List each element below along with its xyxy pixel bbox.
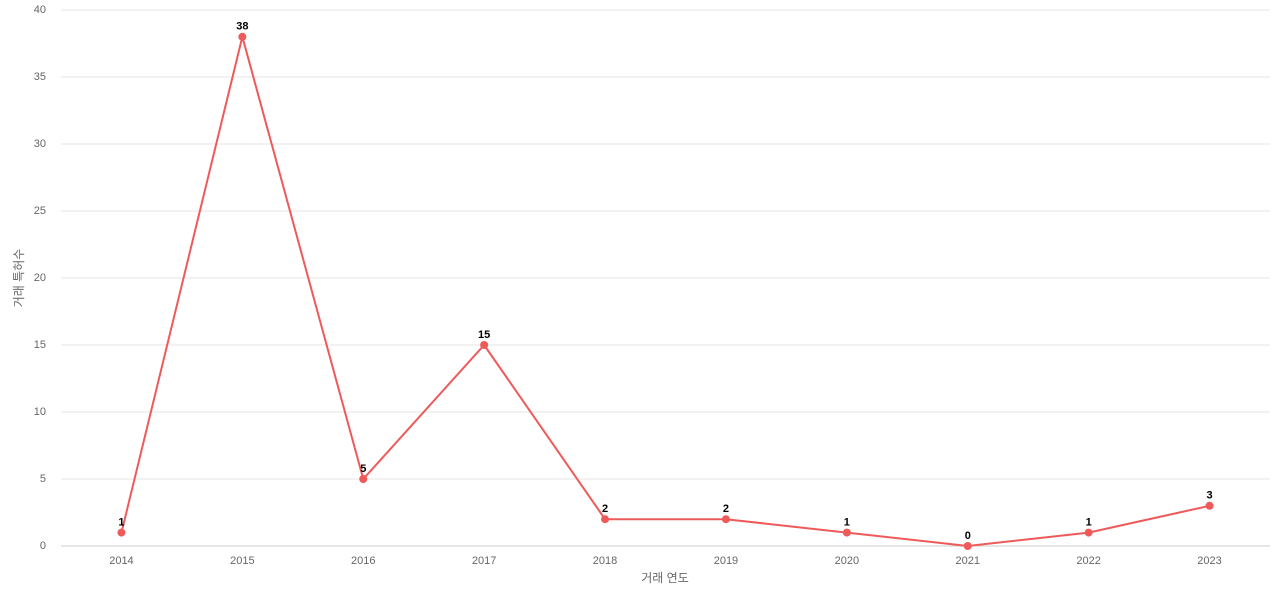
data-label: 1	[1086, 517, 1092, 529]
data-label: 1	[844, 517, 850, 529]
x-tick-label: 2014	[109, 555, 133, 567]
point	[359, 475, 368, 483]
point	[1084, 528, 1093, 537]
y-tick-label: 20	[34, 272, 46, 284]
y-tick-label: 5	[40, 473, 46, 485]
y-axis-title: 거래 특허수	[12, 249, 26, 308]
point	[842, 528, 851, 537]
y-tick-label: 10	[34, 406, 46, 418]
y-tick-label: 0	[40, 540, 46, 552]
y-tick-label: 40	[34, 4, 46, 16]
data-label: 2	[723, 503, 729, 515]
x-tick-label: 2015	[230, 555, 254, 567]
x-tick-label: 2021	[956, 555, 980, 567]
data-label: 3	[1206, 490, 1212, 502]
line	[120, 32, 1210, 548]
point	[601, 515, 610, 524]
data-label: 2	[602, 503, 608, 515]
data-label: 15	[478, 329, 490, 341]
data-label: 0	[965, 530, 971, 542]
x-tick-label: 2020	[835, 555, 859, 567]
x-tick-label: 2018	[593, 555, 617, 567]
x-tick-label: 2019	[714, 555, 738, 567]
y-tick-label: 25	[34, 205, 46, 217]
point	[480, 341, 489, 349]
point	[963, 542, 972, 550]
y-tick-label: 15	[34, 339, 46, 351]
point	[117, 528, 126, 537]
data-label: 1	[118, 517, 124, 529]
point	[721, 515, 730, 524]
x-tick-label: 2017	[472, 555, 496, 567]
x-axis-title: 거래 연도	[641, 571, 689, 585]
y-tick-label: 30	[34, 138, 46, 150]
point	[1205, 501, 1214, 510]
data-label: 38	[236, 21, 248, 33]
x-tick-label: 2022	[1076, 555, 1100, 567]
point	[238, 32, 247, 41]
data-label: 5	[360, 463, 366, 475]
x-tick-label: 2016	[351, 555, 375, 567]
y-tick-label: 35	[34, 71, 46, 83]
x-tick-label: 2023	[1197, 555, 1221, 567]
